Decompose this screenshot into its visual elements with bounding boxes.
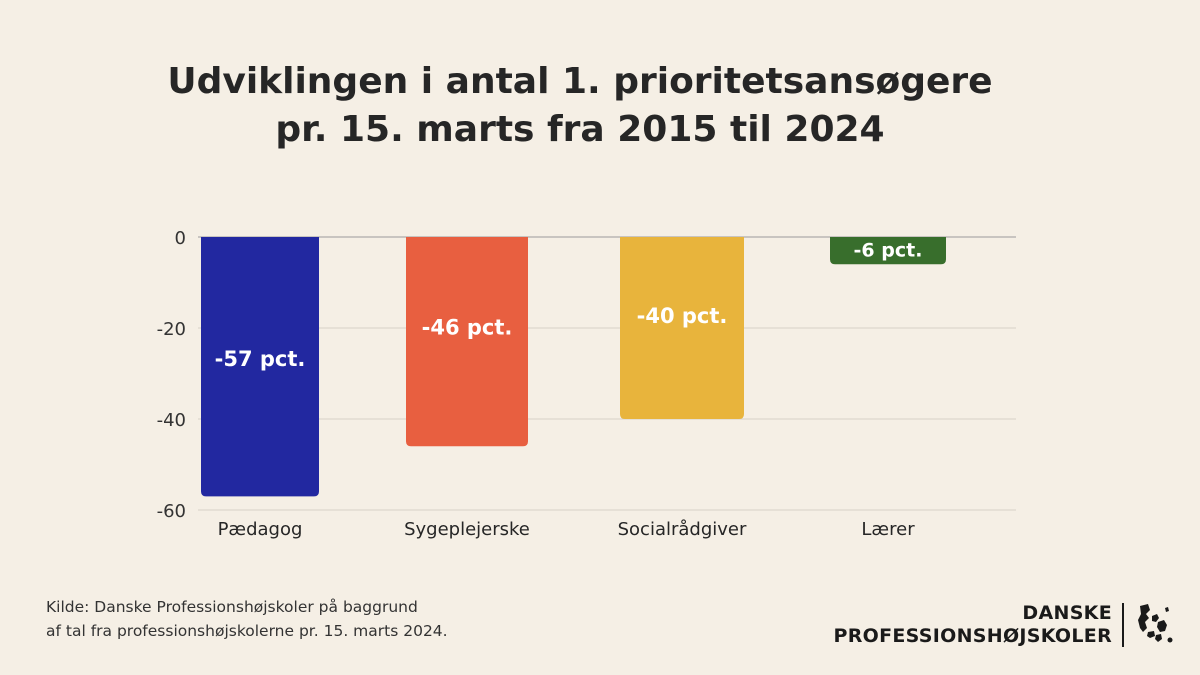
chart-title-line2: pr. 15. marts fra 2015 til 2024 bbox=[275, 109, 885, 150]
data-label: -57 pct. bbox=[215, 347, 306, 371]
y-tick-label: 0 bbox=[175, 228, 186, 249]
chart-title: Udviklingen i antal 1. prioritetsansøger… bbox=[0, 58, 1160, 154]
y-tick-label: -20 bbox=[157, 319, 186, 340]
y-tick-label: -40 bbox=[157, 410, 186, 431]
bar-pædagog bbox=[201, 237, 319, 497]
source-line2: af tal fra professionshøjskolerne pr. 15… bbox=[46, 622, 448, 640]
x-tick-label: Sygeplejerske bbox=[404, 519, 530, 540]
data-label: -46 pct. bbox=[422, 316, 513, 340]
y-tick-label: -60 bbox=[157, 501, 186, 522]
bar-sygeplejerske bbox=[406, 237, 528, 447]
chart-title-line1: Udviklingen i antal 1. prioritetsansøger… bbox=[167, 61, 993, 102]
x-tick-label: Socialrådgiver bbox=[618, 519, 747, 540]
logo-divider bbox=[1122, 603, 1124, 647]
bar-lærer bbox=[830, 237, 946, 265]
data-label: -6 pct. bbox=[854, 240, 923, 262]
x-tick-label: Pædagog bbox=[218, 519, 303, 540]
data-label: -40 pct. bbox=[637, 304, 728, 328]
logo-text: DANSKE PROFESSIONSHØJSKOLER bbox=[833, 602, 1112, 648]
logo: DANSKE PROFESSIONSHØJSKOLER bbox=[833, 600, 1174, 650]
source-line1: Kilde: Danske Professionshøjskoler på ba… bbox=[46, 598, 418, 616]
x-tick-label: Lærer bbox=[861, 519, 915, 540]
bar-socialrådgiver bbox=[620, 237, 744, 419]
source-note: Kilde: Danske Professionshøjskoler på ba… bbox=[46, 595, 448, 643]
denmark-map-icon bbox=[1138, 604, 1173, 643]
logo-line1: DANSKE bbox=[1022, 602, 1112, 624]
logo-line2: PROFESSIONSHØJSKOLER bbox=[833, 625, 1112, 647]
